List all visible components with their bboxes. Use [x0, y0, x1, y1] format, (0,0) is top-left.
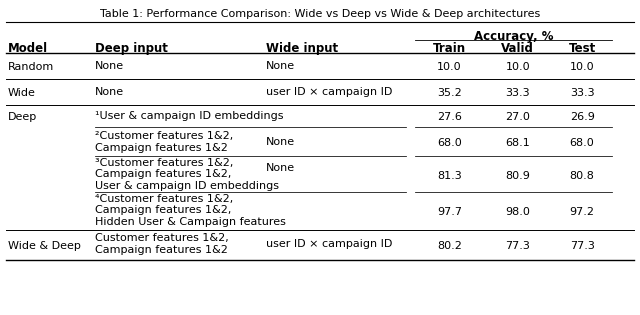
Text: Customer features 1&2,: Customer features 1&2,	[95, 233, 228, 243]
Text: None: None	[266, 137, 295, 147]
Text: Wide input: Wide input	[266, 42, 338, 54]
Text: 98.0: 98.0	[506, 208, 530, 217]
Text: 10.0: 10.0	[506, 62, 530, 72]
Text: Deep input: Deep input	[95, 42, 168, 54]
Text: Campaign features 1&2: Campaign features 1&2	[95, 143, 228, 153]
Text: Wide: Wide	[8, 88, 36, 98]
Text: ³Customer features 1&2,: ³Customer features 1&2,	[95, 158, 233, 168]
Text: Campaign features 1&2,: Campaign features 1&2,	[95, 205, 231, 215]
Text: Table 1: Performance Comparison: Wide vs Deep vs Wide & Deep architectures: Table 1: Performance Comparison: Wide vs…	[100, 9, 540, 20]
Text: 77.3: 77.3	[506, 241, 530, 250]
Text: Deep: Deep	[8, 112, 37, 122]
Text: Model: Model	[8, 42, 48, 54]
Text: 10.0: 10.0	[570, 62, 595, 72]
Text: 27.0: 27.0	[506, 112, 530, 122]
Text: 80.9: 80.9	[506, 171, 530, 181]
Text: 97.2: 97.2	[570, 208, 595, 217]
Text: Test: Test	[568, 42, 596, 54]
Text: 80.8: 80.8	[570, 171, 595, 181]
Text: 68.0: 68.0	[570, 139, 595, 148]
Text: 10.0: 10.0	[437, 62, 461, 72]
Text: Train: Train	[433, 42, 466, 54]
Text: None: None	[95, 87, 124, 97]
Text: Hidden User & Campaign features: Hidden User & Campaign features	[95, 217, 285, 227]
Text: Random: Random	[8, 62, 54, 72]
Text: 35.2: 35.2	[437, 88, 461, 98]
Text: ¹User & campaign ID embeddings: ¹User & campaign ID embeddings	[95, 111, 284, 121]
Text: 33.3: 33.3	[506, 88, 530, 98]
Text: Campaign features 1&2,: Campaign features 1&2,	[95, 169, 231, 179]
Text: None: None	[266, 163, 295, 173]
Text: 97.7: 97.7	[436, 208, 462, 217]
Text: 33.3: 33.3	[570, 88, 595, 98]
Text: 68.1: 68.1	[506, 139, 530, 148]
Text: 80.2: 80.2	[437, 241, 461, 250]
Text: 27.6: 27.6	[437, 112, 461, 122]
Text: Accuracy, %: Accuracy, %	[474, 30, 554, 43]
Text: Wide & Deep: Wide & Deep	[8, 241, 81, 250]
Text: ⁴Customer features 1&2,: ⁴Customer features 1&2,	[95, 194, 233, 204]
Text: ²Customer features 1&2,: ²Customer features 1&2,	[95, 131, 233, 141]
Text: Valid: Valid	[501, 42, 534, 54]
Text: 81.3: 81.3	[437, 171, 461, 181]
Text: user ID × campaign ID: user ID × campaign ID	[266, 239, 392, 249]
Text: 68.0: 68.0	[437, 139, 461, 148]
Text: None: None	[95, 61, 124, 71]
Text: user ID × campaign ID: user ID × campaign ID	[266, 87, 392, 97]
Text: None: None	[266, 61, 295, 71]
Text: Campaign features 1&2: Campaign features 1&2	[95, 245, 228, 255]
Text: User & campaign ID embeddings: User & campaign ID embeddings	[95, 181, 279, 191]
Text: 77.3: 77.3	[570, 241, 595, 250]
Text: 26.9: 26.9	[570, 112, 595, 122]
